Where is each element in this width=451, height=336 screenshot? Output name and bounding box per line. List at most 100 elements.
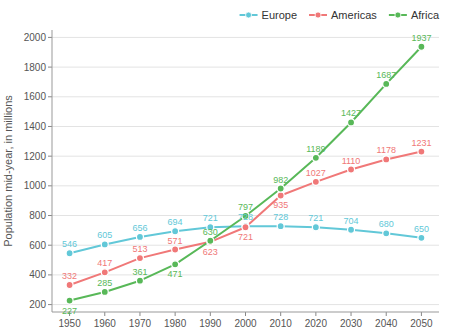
data-label: 721 (308, 213, 323, 223)
data-label: 1110 (342, 156, 361, 166)
point (66, 250, 73, 257)
y-axis (52, 30, 53, 312)
tick-mark (175, 312, 176, 316)
point (383, 156, 390, 163)
point (136, 233, 143, 240)
point (66, 297, 73, 304)
data-label: 935 (273, 200, 288, 210)
point (172, 228, 179, 235)
grid-line (52, 96, 439, 97)
tick-label: 400 (29, 269, 46, 280)
tick-label: 1960 (94, 318, 117, 329)
tick-label: 600 (29, 240, 46, 251)
grid-line (52, 274, 439, 275)
tick-label: 2000 (234, 318, 257, 329)
grid-line (52, 185, 439, 186)
tick-label: 1000 (24, 180, 47, 191)
data-label: 605 (97, 230, 112, 240)
tick-mark (280, 312, 281, 316)
tick-mark (48, 126, 52, 127)
tick-mark (48, 215, 52, 216)
data-label: 471 (168, 269, 183, 279)
tick-mark (139, 312, 140, 316)
data-label: 721 (203, 213, 218, 223)
point (101, 269, 108, 276)
tick-label: 1800 (24, 62, 47, 73)
grid-line (52, 67, 439, 68)
tick-label: 2030 (340, 318, 363, 329)
data-label: 227 (62, 306, 77, 316)
tick-label: 1990 (199, 318, 222, 329)
data-label: 1687 (376, 70, 396, 80)
tick-label: 1200 (24, 151, 47, 162)
plot-area (52, 30, 439, 312)
point (101, 288, 108, 295)
tick-mark (104, 312, 105, 316)
data-label: 285 (97, 278, 112, 288)
data-label: 571 (168, 236, 183, 246)
tick-mark (245, 312, 246, 316)
data-label: 650 (414, 224, 429, 234)
point (348, 119, 355, 126)
point (418, 148, 425, 155)
grid-line (52, 245, 439, 246)
data-label: 656 (132, 223, 147, 233)
data-label: 680 (379, 219, 394, 229)
point (101, 241, 108, 248)
point (348, 166, 355, 173)
tick-mark (421, 312, 422, 316)
data-label: 361 (132, 267, 147, 277)
series-line (70, 152, 422, 285)
tick-label: 2000 (24, 32, 47, 43)
grid (52, 37, 439, 304)
point (66, 281, 73, 288)
tick-mark (48, 185, 52, 186)
tick-mark (48, 67, 52, 68)
grid-line (52, 37, 439, 38)
data-label: 546 (62, 239, 77, 249)
tick-label: 2020 (305, 318, 328, 329)
tick-label: 1970 (129, 318, 152, 329)
legend-marker (246, 12, 252, 18)
point (172, 261, 179, 268)
data-label: 1937 (411, 33, 431, 43)
tick-mark (386, 312, 387, 316)
data-label: 623 (203, 247, 218, 257)
data-label: 704 (344, 216, 359, 226)
data-label: 797 (238, 202, 253, 212)
legend-label: Africa (411, 9, 440, 21)
data-label: 694 (168, 217, 183, 227)
data-label: 721 (238, 232, 253, 242)
tick-mark (48, 245, 52, 246)
x-axis (52, 312, 439, 313)
legend: AfricaAmericasEurope (240, 9, 440, 21)
point (277, 185, 284, 192)
point (136, 277, 143, 284)
point (383, 80, 390, 87)
point (383, 230, 390, 237)
tick-mark (48, 274, 52, 275)
legend-label: Europe (262, 9, 297, 21)
point (277, 192, 284, 199)
tick-mark (351, 312, 352, 316)
tick-label: 800 (29, 210, 46, 221)
point (418, 43, 425, 50)
tick-label: 2050 (410, 318, 433, 329)
axis-label: Population mid-year, in millions (2, 95, 14, 247)
tick-label: 2040 (375, 318, 398, 329)
data-label: 1178 (377, 145, 396, 155)
tick-mark (315, 312, 316, 316)
tick-label: 1950 (58, 318, 81, 329)
tick-mark (48, 96, 52, 97)
point (312, 154, 319, 161)
tick-label: 2010 (270, 318, 293, 329)
data-label: 1231 (411, 138, 431, 148)
point (172, 246, 179, 253)
series-line (70, 47, 422, 301)
tick-label: 1400 (24, 121, 47, 132)
data-label: 1427 (341, 108, 361, 118)
tick-label: 1600 (24, 91, 47, 102)
tick-label: 200 (29, 299, 46, 310)
data-label: 728 (273, 212, 288, 222)
series-group (66, 43, 425, 304)
